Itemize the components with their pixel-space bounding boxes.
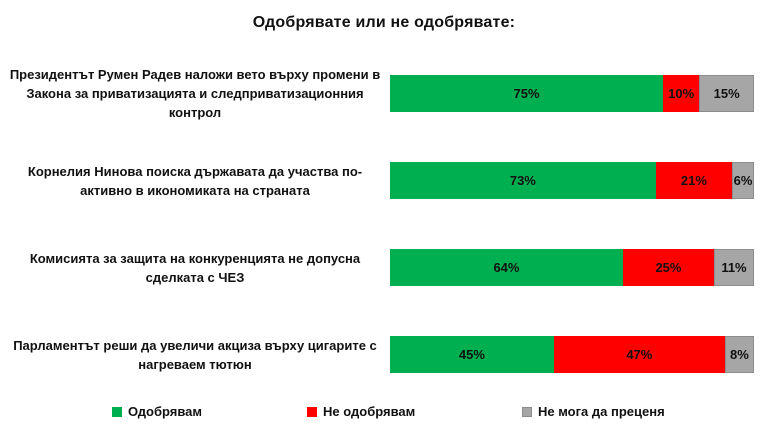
stacked-bar: 45% 47% 8% [390,336,754,373]
category-label: Комисията за защита на конкуренцията не … [29,250,361,285]
value-label: 73% [509,173,536,188]
bar-segment-disapprove: 10% [663,75,700,112]
bar-segment-disapprove: 21% [655,162,733,199]
stacked-bar: 75% 10% 15% [390,75,754,112]
bar-segment-disapprove: 47% [553,336,725,373]
chart-row: Комисията за защита на конкуренцията не … [0,224,768,311]
bar-segment-approve: 75% [390,75,663,112]
category-label: Парламентът реши да увеличи акциза върху… [13,337,377,372]
value-label: 75% [513,86,540,101]
category-label: Президентът Румен Радев наложи вето върх… [9,67,381,120]
legend-label: Одобрявам [128,404,203,419]
bar-segment-approve: 73% [390,162,656,199]
value-label: 8% [730,347,749,362]
legend-label: Не мога да преценя [538,404,665,419]
value-label: 64% [493,260,520,275]
bar-segment-cannot-judge: 8% [724,336,754,373]
bar-segment-cannot-judge: 11% [713,249,754,286]
legend-label: Не одобрявам [323,404,416,419]
value-label: 11% [721,260,747,275]
bar-segment-cannot-judge: 6% [732,162,754,199]
bar-segment-disapprove: 25% [622,249,714,286]
value-label: 10% [668,86,695,101]
legend-swatch-approve [112,406,122,417]
value-label: 47% [626,347,653,362]
legend-swatch-cannot-judge [522,406,532,417]
legend-item-disapprove: Не одобрявам [307,404,415,419]
chart-row: Парламентът реши да увеличи акциза върху… [0,311,768,398]
value-label: 21% [680,173,707,188]
value-label: 15% [713,86,740,101]
value-label: 45% [458,347,485,362]
bar-segment-cannot-judge: 15% [699,75,754,112]
value-label: 6% [733,173,753,188]
chart-row: Президентът Румен Радев наложи вето върх… [0,50,768,137]
category-label: Корнелия Нинова поиска държавата да учас… [27,163,363,198]
chart-row: Корнелия Нинова поиска държавата да учас… [0,137,768,224]
approval-poll-chart: Одобрявате или не одобрявате: Президентъ… [0,14,768,424]
chart-plot-area: Президентът Румен Радев наложи вето върх… [0,50,768,398]
bar-segment-approve: 64% [390,249,623,286]
legend-swatch-disapprove [307,406,317,417]
value-label: 25% [655,260,682,275]
chart-legend: Одобрявам Не одобрявам Не мога да преценя [0,404,768,424]
chart-title: Одобрявате или не одобрявате: [252,14,516,31]
stacked-bar: 64% 25% 11% [390,249,754,286]
bar-segment-approve: 45% [390,336,554,373]
legend-item-approve: Одобрявам [112,404,202,419]
legend-item-cannot-judge: Не мога да преценя [522,404,665,419]
stacked-bar: 73% 21% 6% [390,162,754,199]
